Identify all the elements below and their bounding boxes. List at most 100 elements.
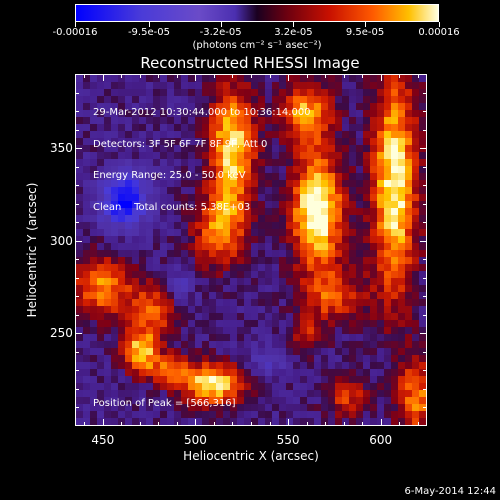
heatmap-cell (335, 327, 343, 335)
heatmap-cell (251, 187, 259, 195)
heatmap-cell (370, 138, 378, 146)
heatmap-cell (97, 229, 105, 237)
heatmap-cell (216, 285, 224, 293)
heatmap-cell (202, 152, 210, 160)
heatmap-cell (244, 103, 252, 111)
heatmap-cell (272, 166, 280, 174)
heatmap-cell (286, 299, 294, 307)
heatmap-cell (356, 418, 364, 425)
heatmap-cell (265, 299, 273, 307)
heatmap-cell (328, 173, 336, 181)
heatmap-cell (405, 201, 413, 209)
heatmap-cell (384, 418, 392, 425)
heatmap-cell (265, 397, 273, 405)
heatmap-cell (349, 292, 357, 300)
heatmap-cell (118, 334, 126, 342)
heatmap-cell (174, 222, 182, 230)
heatmap-cell (174, 411, 182, 419)
heatmap-cell (90, 250, 98, 258)
heatmap-cell (139, 187, 147, 195)
heatmap-cell (307, 341, 315, 349)
heatmap-cell (300, 418, 308, 425)
heatmap-cell (83, 362, 91, 370)
heatmap-cell (314, 145, 322, 153)
heatmap-cell (405, 292, 413, 300)
heatmap-cell (181, 390, 189, 398)
heatmap-cell (412, 103, 420, 111)
heatmap-cell (216, 138, 224, 146)
colorbar-tick (365, 22, 367, 27)
heatmap-cell (314, 376, 322, 384)
heatmap-cell (125, 285, 133, 293)
heatmap-cell (384, 271, 392, 279)
heatmap-cell (293, 404, 301, 412)
heatmap-cell (188, 271, 196, 279)
axis-tick (288, 419, 290, 426)
heatmap-cell (412, 173, 420, 181)
heatmap-cell (342, 89, 350, 97)
heatmap-cell (174, 369, 182, 377)
heatmap-cell (153, 320, 161, 328)
heatmap-cell (83, 271, 91, 279)
heatmap-cell (405, 348, 413, 356)
heatmap-cell (118, 236, 126, 244)
heatmap-cell (300, 278, 308, 286)
heatmap-cell (202, 355, 210, 363)
heatmap-cell (370, 159, 378, 167)
heatmap-cell (335, 187, 343, 195)
heatmap-cell (293, 215, 301, 223)
heatmap-cell (104, 75, 112, 83)
heatmap-cell (293, 124, 301, 132)
heatmap-cell (111, 271, 119, 279)
heatmap-cell (377, 411, 385, 419)
heatmap-cell (258, 334, 266, 342)
axis-tick (423, 92, 427, 94)
heatmap-cell (244, 124, 252, 132)
heatmap-cell (83, 173, 91, 181)
heatmap-cell (349, 383, 357, 391)
heatmap-cell (286, 341, 294, 349)
heatmap-cell (251, 390, 259, 398)
heatmap-cell (307, 222, 315, 230)
heatmap-cell (391, 327, 399, 335)
heatmap-cell (188, 390, 196, 398)
heatmap-cell (328, 145, 336, 153)
heatmap-cell (363, 306, 371, 314)
heatmap-cell (195, 117, 203, 125)
heatmap-cell (230, 376, 238, 384)
heatmap-cell (314, 173, 322, 181)
heatmap-cell (97, 390, 105, 398)
heatmap-cell (258, 215, 266, 223)
heatmap-cell (349, 411, 357, 419)
heatmap-cell (419, 362, 426, 370)
heatmap-cell (384, 299, 392, 307)
heatmap-cell (419, 82, 426, 90)
heatmap-cell (216, 229, 224, 237)
heatmap-cell (349, 201, 357, 209)
heatmap-cell (181, 110, 189, 118)
heatmap-cell (265, 278, 273, 286)
heatmap-cell (300, 96, 308, 104)
heatmap-cell (370, 110, 378, 118)
heatmap-cell (251, 264, 259, 272)
heatmap-cell (223, 229, 231, 237)
heatmap-cell (181, 257, 189, 265)
heatmap-cell (97, 201, 105, 209)
heatmap-cell (286, 89, 294, 97)
heatmap-cell (349, 320, 357, 328)
heatmap-cell (412, 292, 420, 300)
heatmap-cell (356, 89, 364, 97)
heatmap-cell (111, 75, 119, 83)
heatmap-cell (230, 320, 238, 328)
heatmap-cell (384, 222, 392, 230)
heatmap-cell (363, 341, 371, 349)
heatmap-cell (349, 355, 357, 363)
heatmap-cell (146, 131, 154, 139)
heatmap-cell (279, 362, 287, 370)
heatmap-cell (167, 236, 175, 244)
heatmap-cell (230, 208, 238, 216)
heatmap-cell (181, 145, 189, 153)
heatmap-cell (286, 418, 294, 425)
heatmap-cell (223, 299, 231, 307)
heatmap-cell (356, 292, 364, 300)
